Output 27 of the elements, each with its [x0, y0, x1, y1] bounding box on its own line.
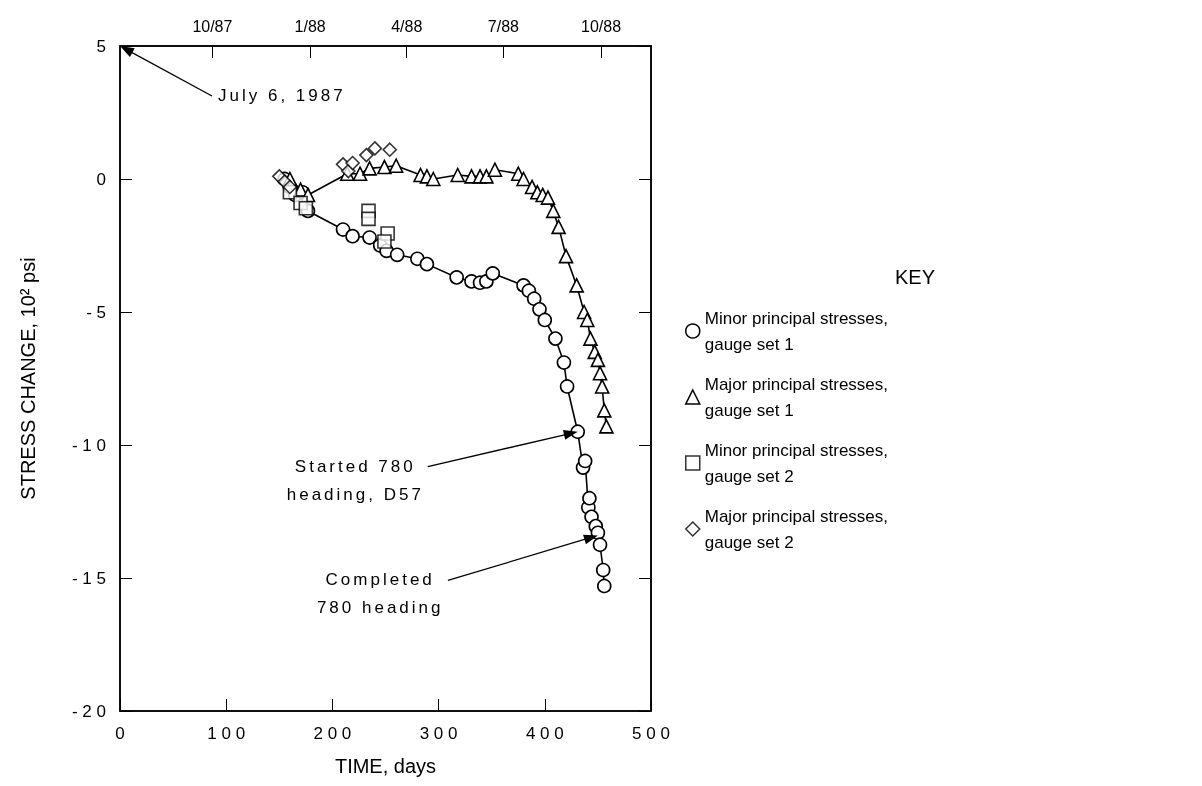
legend-label: Major principal stresses, gauge set 1 [704, 374, 889, 420]
legend-label: Major principal stresses, gauge set 2 [704, 506, 889, 552]
x2-tick-label: 1/88 [294, 17, 326, 35]
x2-tick-label: 7/88 [487, 17, 520, 35]
y-tick-label: - 2 0 [71, 701, 106, 721]
x-axis-title: TIME, days [334, 755, 437, 777]
legend-title: KEY [895, 266, 936, 288]
x2-tick-label: 10/87 [192, 17, 233, 35]
x-tick-label: 2 0 0 [313, 724, 352, 743]
y-tick-label: - 1 5 [71, 568, 106, 588]
y-tick-label: 0 [96, 169, 106, 189]
annotation: Started 780 heading, D57 [286, 455, 424, 506]
legend-label: Minor principal stresses, gauge set 1 [704, 308, 889, 354]
x-tick-label: 0 [115, 724, 125, 743]
legend-label: Minor principal stresses, gauge set 2 [704, 440, 889, 486]
y-tick-label: 5 [96, 36, 106, 56]
x2-tick-label: 4/88 [391, 17, 423, 35]
annotation: Completed 780 heading [316, 569, 444, 620]
annotation: July 6, 1987 [218, 85, 346, 107]
y-axis-title: STRESS CHANGE, 10² psi [17, 257, 39, 500]
x-tick-label: 4 0 0 [525, 724, 564, 743]
y-tick-label: - 1 0 [71, 435, 106, 455]
x2-tick-label: 10/88 [581, 17, 622, 35]
x-tick-label: 3 0 0 [419, 724, 458, 743]
x-tick-label: 1 0 0 [207, 724, 246, 743]
y-tick-label: - 5 [86, 302, 106, 322]
x-tick-label: 5 0 0 [632, 724, 670, 743]
